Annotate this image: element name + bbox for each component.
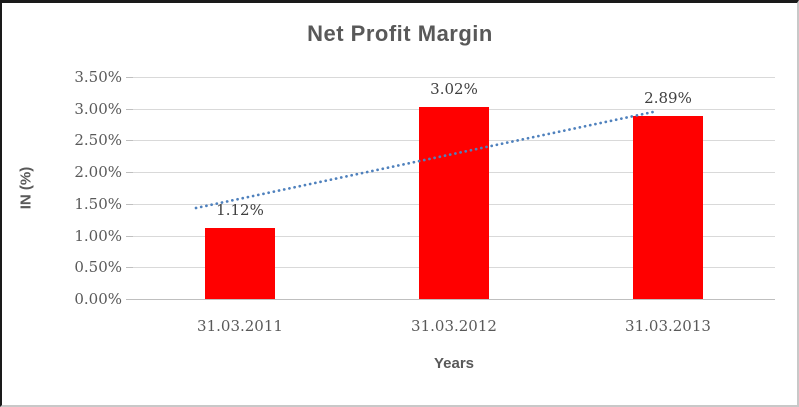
y-tick-mark xyxy=(126,140,133,142)
y-tick-label: 1.50% xyxy=(74,194,122,213)
y-tick-label: 1.00% xyxy=(74,226,122,245)
y-tick-mark xyxy=(126,108,133,110)
y-tick-mark xyxy=(126,203,133,205)
y-axis-title: IN (%) xyxy=(17,166,35,210)
gridline xyxy=(133,77,775,78)
chart-title: Net Profit Margin xyxy=(307,21,493,46)
y-tick-label: 2.50% xyxy=(74,131,122,150)
bar xyxy=(419,107,489,299)
y-tick-mark xyxy=(126,77,133,78)
y-tick-label: 0.50% xyxy=(74,258,122,277)
bar-value-label: 3.02% xyxy=(430,80,478,99)
y-tick-label: 0.00% xyxy=(74,290,122,308)
bar xyxy=(633,115,703,299)
bar xyxy=(205,227,275,299)
bar-value-label: 1.12% xyxy=(216,200,264,219)
y-tick-mark xyxy=(126,267,133,269)
x-axis-line xyxy=(133,299,775,300)
x-tick-label: 31.03.2013 xyxy=(625,317,711,335)
y-tick-label: 3.50% xyxy=(74,68,122,86)
bar-value-label: 2.89% xyxy=(644,88,692,107)
y-tick-label: 2.00% xyxy=(74,163,122,182)
x-tick-label: 31.03.2011 xyxy=(197,317,283,335)
y-tick-mark xyxy=(126,299,133,300)
y-tick-mark xyxy=(126,172,133,174)
y-tick-label: 3.00% xyxy=(74,99,122,118)
x-axis-title: Years xyxy=(433,355,475,372)
x-tick-label: 31.03.2012 xyxy=(411,317,497,335)
y-tick-mark xyxy=(126,235,133,237)
